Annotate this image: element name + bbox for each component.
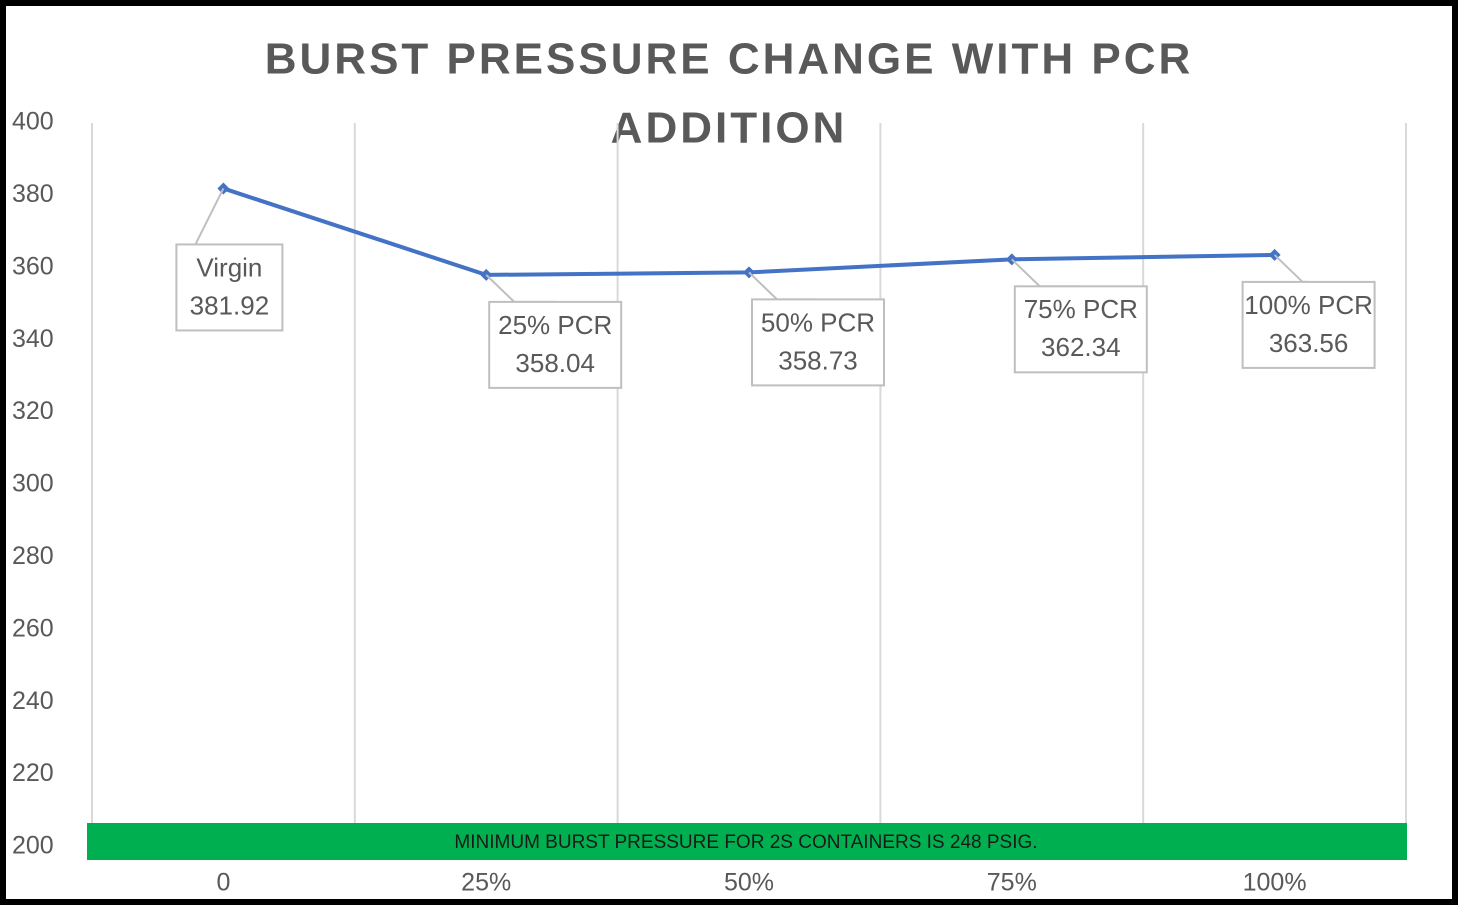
data-label: 363.56 [1269, 328, 1349, 358]
label-box [1013, 285, 1148, 374]
point-label: 75% PCR [1024, 294, 1138, 324]
data-label: 358.04 [515, 348, 595, 378]
data-label: 362.34 [1041, 332, 1121, 362]
x-tick-label: 50% [724, 869, 774, 897]
y-tick-label: 400 [12, 108, 54, 136]
annotation-band [87, 823, 1407, 860]
x-tick-label: 100% [1243, 869, 1307, 897]
chart-title: ADDITION [611, 104, 848, 153]
y-tick-label: 380 [12, 180, 54, 208]
point-label: 25% PCR [498, 310, 612, 340]
x-tick-label: 0 [216, 869, 230, 897]
x-tick-label: 75% [987, 869, 1037, 897]
label-box [175, 243, 284, 332]
y-tick-label: 300 [12, 470, 54, 498]
label-box [1241, 280, 1376, 369]
y-tick-label: 280 [12, 542, 54, 570]
y-tick-label: 340 [12, 325, 54, 353]
label-box [751, 298, 885, 387]
data-label: 381.92 [190, 290, 270, 320]
y-tick-label: 220 [12, 759, 54, 787]
label-box [488, 300, 623, 389]
point-label: 100% PCR [1244, 290, 1373, 320]
point-label: 50% PCR [761, 307, 875, 337]
x-tick-label: 25% [461, 869, 511, 897]
annotation: MINIMUM BURST PRESSURE FOR 2S CONTAINERS… [454, 832, 1037, 853]
y-tick-label: 240 [12, 687, 54, 715]
chart-title: BURST PRESSURE CHANGE WITH PCR [265, 35, 1194, 84]
data-label: 358.73 [778, 345, 858, 375]
y-tick-label: 260 [12, 614, 54, 642]
point-label: Virgin [196, 252, 262, 282]
y-tick-label: 200 [12, 832, 54, 860]
y-tick-label: 360 [12, 252, 54, 280]
y-tick-label: 320 [12, 397, 54, 425]
